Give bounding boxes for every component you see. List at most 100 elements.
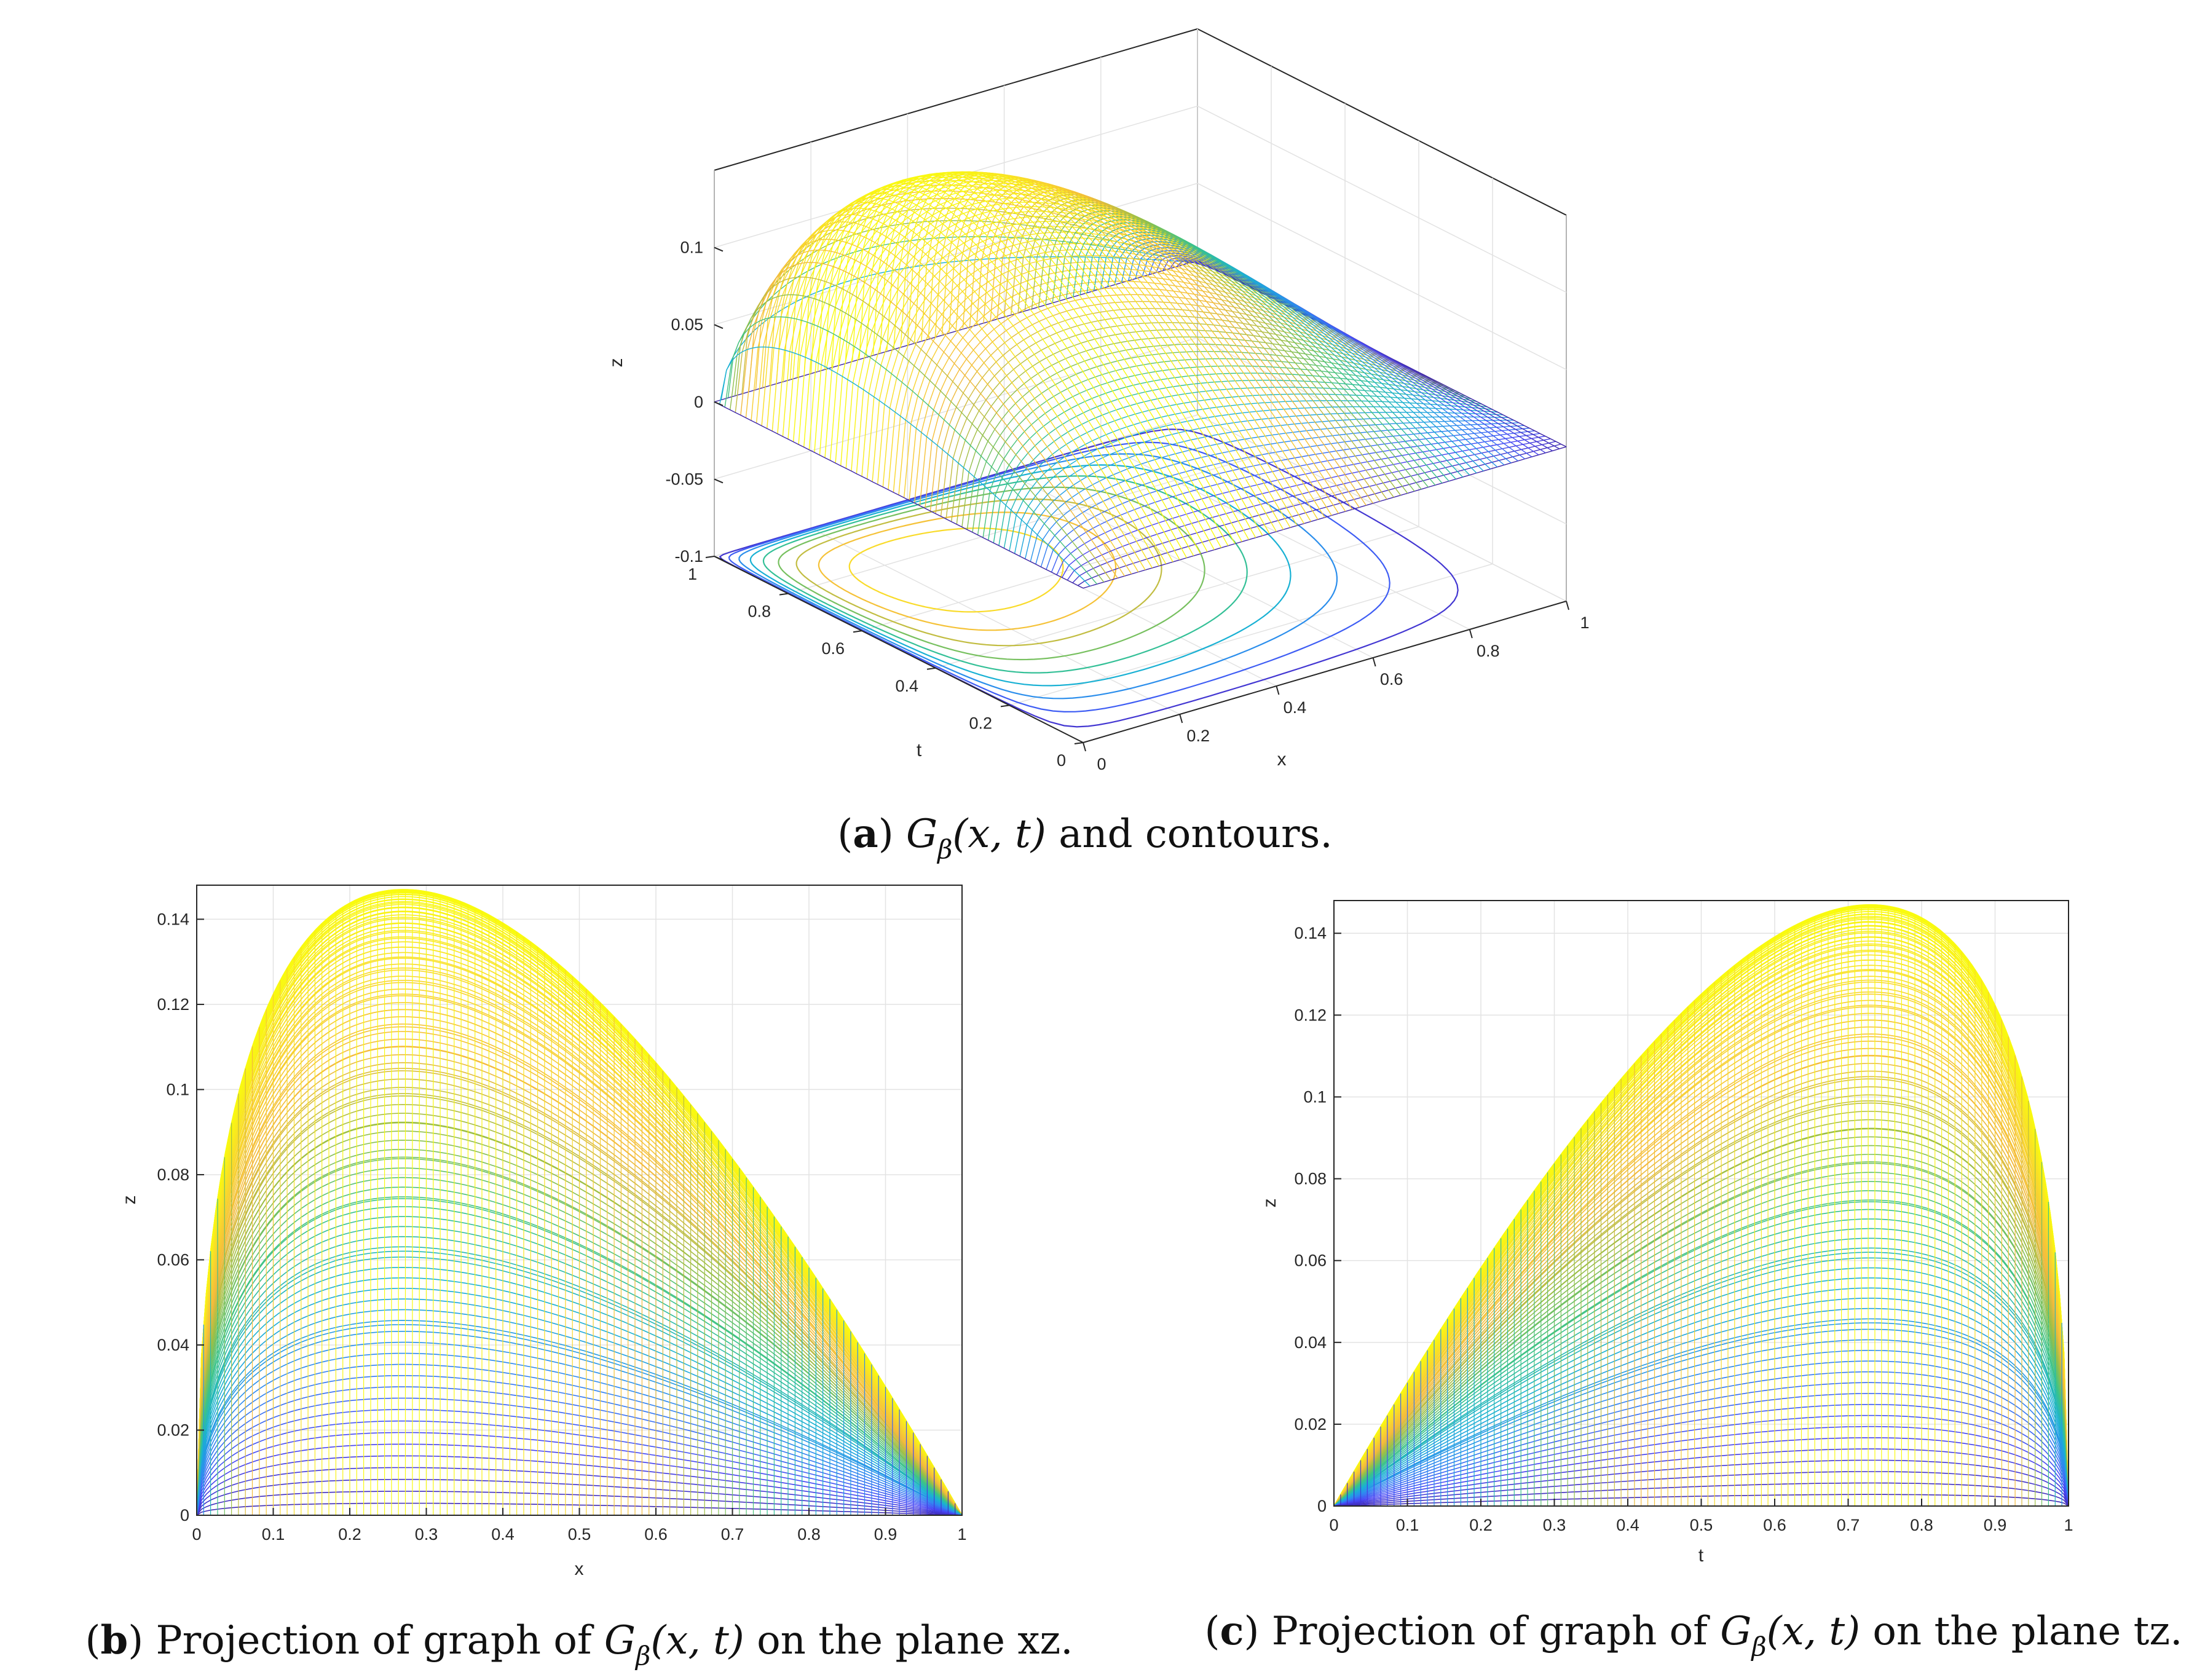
mesh-line-x <box>755 249 1125 577</box>
mesh-line-x <box>1059 213 1429 487</box>
contour-line <box>762 475 1248 674</box>
panel-a-surface-plot: -0.1 -0.05 0 0.05 0.1 0 0.2 0.4 0.6 0.8 1 0 0.2 0.4 0.… <box>606 28 1590 773</box>
caption-a-sub: β <box>936 834 952 864</box>
mesh-line-x <box>1003 192 1374 504</box>
caption-a-text: and contours. <box>1046 811 1333 857</box>
panel-b-xz-projection: 0 0.1 0.2 0.3 0.4 0.5 0.6 0.7 0.8 0.9 1 0 0.02 0.04 0.… <box>119 885 967 1579</box>
mesh-line-x <box>962 179 1332 516</box>
mesh-line-x <box>735 294 1105 583</box>
mesh-line-x <box>817 189 1188 558</box>
mesh-line-x <box>789 208 1160 567</box>
mesh-line-x <box>1135 247 1505 465</box>
z-tick-mark <box>714 478 724 484</box>
caption-b-prefix: Projection of graph of <box>143 1618 604 1663</box>
x-tick-label: 0 <box>1097 755 1106 773</box>
mesh-line-x <box>720 346 1091 586</box>
contour-line <box>795 498 1162 647</box>
x-tick-label: 0.4 <box>491 1525 515 1544</box>
mesh-line-x <box>741 276 1111 581</box>
floor-gridline <box>935 526 1419 669</box>
mesh-line-x <box>866 173 1236 544</box>
x-tick-label: 0.9 <box>874 1525 897 1544</box>
y-tick-label: 0.02 <box>157 1421 189 1439</box>
mesh-line-x <box>845 178 1215 550</box>
t-tick-mark <box>779 593 789 596</box>
z-tick-label: -0.1 <box>674 547 703 566</box>
mesh-line-t <box>1062 435 1545 578</box>
t-tick-mark <box>1074 742 1084 744</box>
t-tick-label: 0.4 <box>895 677 918 695</box>
mesh-line-x <box>983 185 1353 510</box>
t-tick-mark <box>853 630 862 633</box>
caption-c: (c) Projection of graph of Gβ(x, t) on t… <box>1205 1608 2183 1662</box>
mesh-line-x <box>1169 259 1539 455</box>
t-axis-label: t <box>917 740 922 760</box>
mesh-line-x <box>990 187 1360 508</box>
mesh-line-x <box>1052 210 1422 490</box>
x-tick-label: 1 <box>1580 613 1589 632</box>
x-tick-label: 0.2 <box>1469 1516 1493 1534</box>
mesh-line-x <box>797 202 1167 564</box>
wall-gridline <box>1197 183 1567 370</box>
y-tick-label: 0.1 <box>1303 1087 1327 1106</box>
axis-ticks: 0 0.1 0.2 0.3 0.4 0.5 0.6 0.7 0.8 0.9 1 0 0.02 0.04 0.… <box>1294 924 2073 1534</box>
axis-ticks: 0 0.1 0.2 0.3 0.4 0.5 0.6 0.7 0.8 0.9 1 0 0.02 0.04 0.… <box>157 910 966 1544</box>
mesh-line-x <box>1038 204 1408 494</box>
surface-mesh <box>714 171 1567 589</box>
box-edge <box>714 556 1084 743</box>
t-tick-label: 0.6 <box>821 639 845 658</box>
x-tick-label: 0.5 <box>568 1525 591 1544</box>
z-axis-label: z <box>606 358 626 368</box>
caption-c-prefix: Projection of graph of <box>1259 1609 1720 1654</box>
x-tick-label: 0.6 <box>1380 670 1403 688</box>
mesh-line-x <box>824 185 1194 556</box>
projected-curves <box>196 889 963 1516</box>
x-tick-label: 0 <box>1329 1516 1338 1534</box>
caption-a-func: G <box>906 811 937 857</box>
x-tick-label: 0.3 <box>415 1525 438 1544</box>
t-axis-label: t <box>1698 1545 1704 1566</box>
mesh-line-x <box>1079 222 1450 482</box>
x-tick-label: 0.6 <box>1763 1516 1786 1534</box>
mesh-line-x <box>934 174 1304 524</box>
x-tick-label: 0.8 <box>1477 642 1500 660</box>
mesh-line-x <box>803 197 1174 562</box>
t-tick-label: 0.8 <box>747 602 771 621</box>
y-tick-label: 0 <box>1317 1497 1327 1515</box>
x-tick-label: 0.1 <box>1396 1516 1419 1534</box>
caption-c-text: on the plane tz. <box>1860 1609 2182 1654</box>
caption-c-sub: β <box>1750 1631 1766 1662</box>
mesh-line-x <box>913 172 1284 530</box>
contour-line <box>848 527 1064 613</box>
x-axis-label: x <box>575 1559 584 1579</box>
y-tick-label: 0.04 <box>1294 1333 1327 1352</box>
caption-b-text: on the plane xz. <box>744 1618 1073 1663</box>
x-tick-mark <box>1179 714 1183 724</box>
floor-gridline <box>810 527 1180 715</box>
t-tick-mark <box>705 556 715 558</box>
mesh-line-x <box>1155 255 1526 460</box>
z-tick-mark <box>714 246 724 252</box>
mesh-line-t <box>1051 430 1535 573</box>
projected-curves <box>1333 904 2069 1507</box>
x-tick-label: 0.4 <box>1284 698 1307 717</box>
x-tick-mark <box>1469 629 1473 639</box>
mesh-line-x <box>1121 241 1491 470</box>
x-tick-label: 0.5 <box>1690 1516 1713 1534</box>
mesh-line-x <box>783 214 1153 569</box>
caption-c-func: G <box>1720 1609 1751 1654</box>
mesh-line-x <box>762 239 1132 575</box>
x-tick-label: 0.6 <box>644 1525 668 1544</box>
mesh-line-x <box>838 180 1208 553</box>
z-tick-label: 0.1 <box>680 239 703 257</box>
x-tick-label: 0.1 <box>262 1525 285 1544</box>
mesh-line-x <box>769 229 1139 572</box>
y-tick-label: 0.08 <box>1294 1170 1327 1188</box>
axes-box-front <box>714 556 1567 743</box>
x-tick-label: 0.7 <box>1837 1516 1860 1534</box>
x-tick-label: 0.7 <box>721 1525 744 1544</box>
mesh-line-x <box>941 175 1312 522</box>
x-tick-label: 1 <box>957 1525 966 1544</box>
t-tick-mark <box>1000 704 1010 708</box>
